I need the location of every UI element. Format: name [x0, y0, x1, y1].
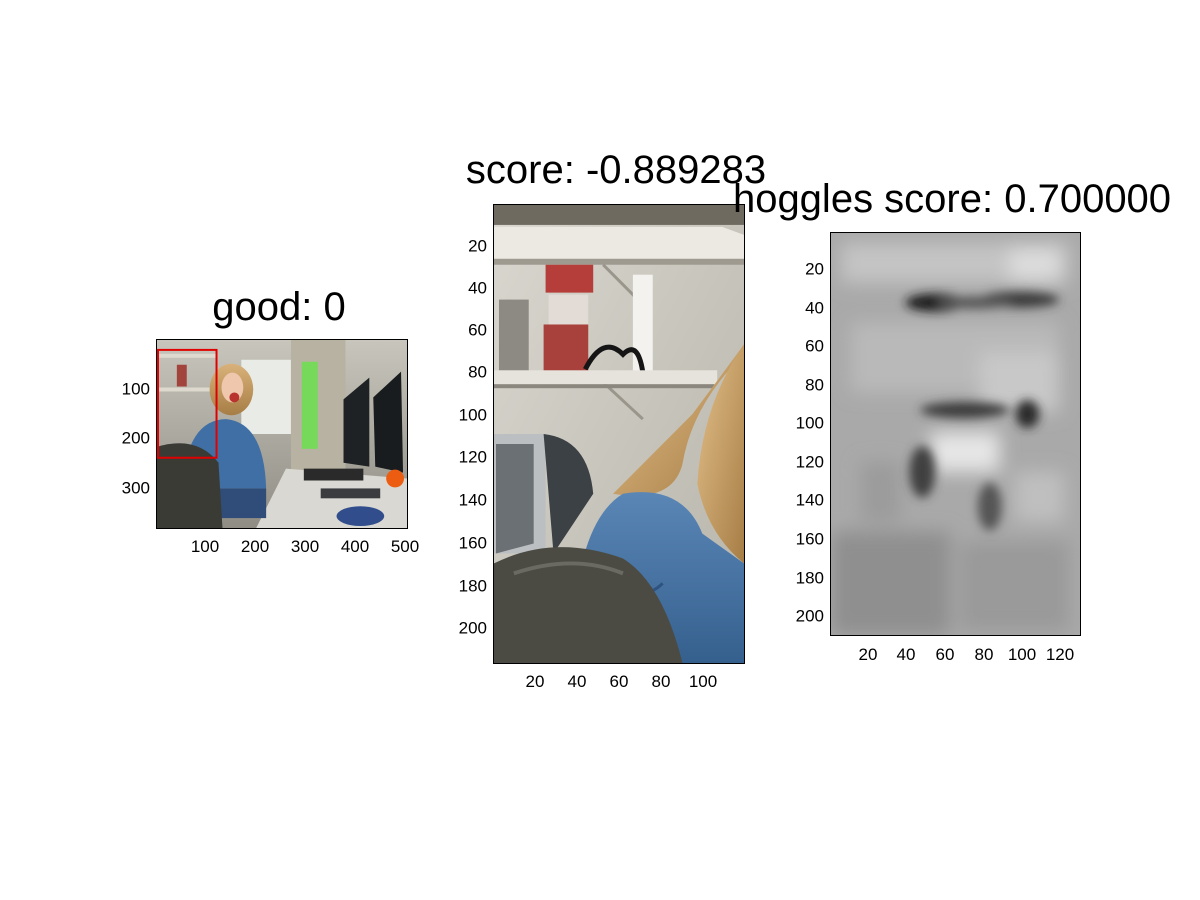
right-y-tick: 80	[805, 375, 824, 395]
middle-panel-title: score: -0.889283	[465, 148, 767, 192]
left-x-tick: 100	[190, 537, 220, 556]
middle-y-tick: 60	[468, 320, 487, 340]
right-y-tick: 180	[795, 568, 824, 588]
middle-image-axes	[493, 204, 745, 664]
middle-x-tick: 20	[525, 672, 545, 691]
middle-x-tick: 80	[651, 672, 671, 691]
middle-y-tick: 40	[468, 278, 487, 298]
right-y-tick: 160	[795, 529, 824, 549]
middle-x-tick: 40	[567, 672, 587, 691]
right-image-axes	[830, 232, 1081, 636]
right-y-tick: 60	[805, 336, 824, 356]
left-panel-title: good: 0	[212, 285, 346, 329]
left-x-tick: 500	[390, 537, 420, 556]
left-image-axes	[156, 339, 408, 529]
right-x-tick: 60	[935, 645, 955, 664]
middle-x-tick: 60	[609, 672, 629, 691]
left-y-tick: 300	[121, 478, 150, 498]
middle-image	[494, 205, 744, 663]
left-x-tick: 400	[340, 537, 370, 556]
right-y-tick: 100	[795, 413, 824, 433]
right-y-tick: 40	[805, 298, 824, 318]
middle-y-tick: 80	[468, 362, 487, 382]
middle-y-tick: 100	[458, 405, 487, 425]
left-y-tick: 100	[121, 379, 150, 399]
right-panel-title: hoggles score: 0.700000	[732, 177, 1172, 221]
right-x-tick: 20	[858, 645, 878, 664]
right-x-tick: 80	[974, 645, 994, 664]
left-x-tick: 200	[240, 537, 270, 556]
middle-y-tick: 180	[458, 576, 487, 596]
middle-y-tick: 160	[458, 533, 487, 553]
right-image	[831, 233, 1080, 635]
middle-y-tick: 140	[458, 490, 487, 510]
right-y-tick: 20	[805, 259, 824, 279]
middle-y-tick: 200	[458, 618, 487, 638]
left-x-tick: 300	[290, 537, 320, 556]
middle-y-tick: 20	[468, 236, 487, 256]
right-y-tick: 120	[795, 452, 824, 472]
right-y-tick: 140	[795, 490, 824, 510]
right-y-tick: 200	[795, 606, 824, 626]
left-y-tick: 200	[121, 428, 150, 448]
right-x-tick: 40	[896, 645, 916, 664]
middle-x-tick: 100	[688, 672, 718, 691]
left-image	[157, 340, 407, 528]
right-x-tick: 120	[1045, 645, 1075, 664]
right-x-tick: 100	[1007, 645, 1037, 664]
middle-y-tick: 120	[458, 447, 487, 467]
